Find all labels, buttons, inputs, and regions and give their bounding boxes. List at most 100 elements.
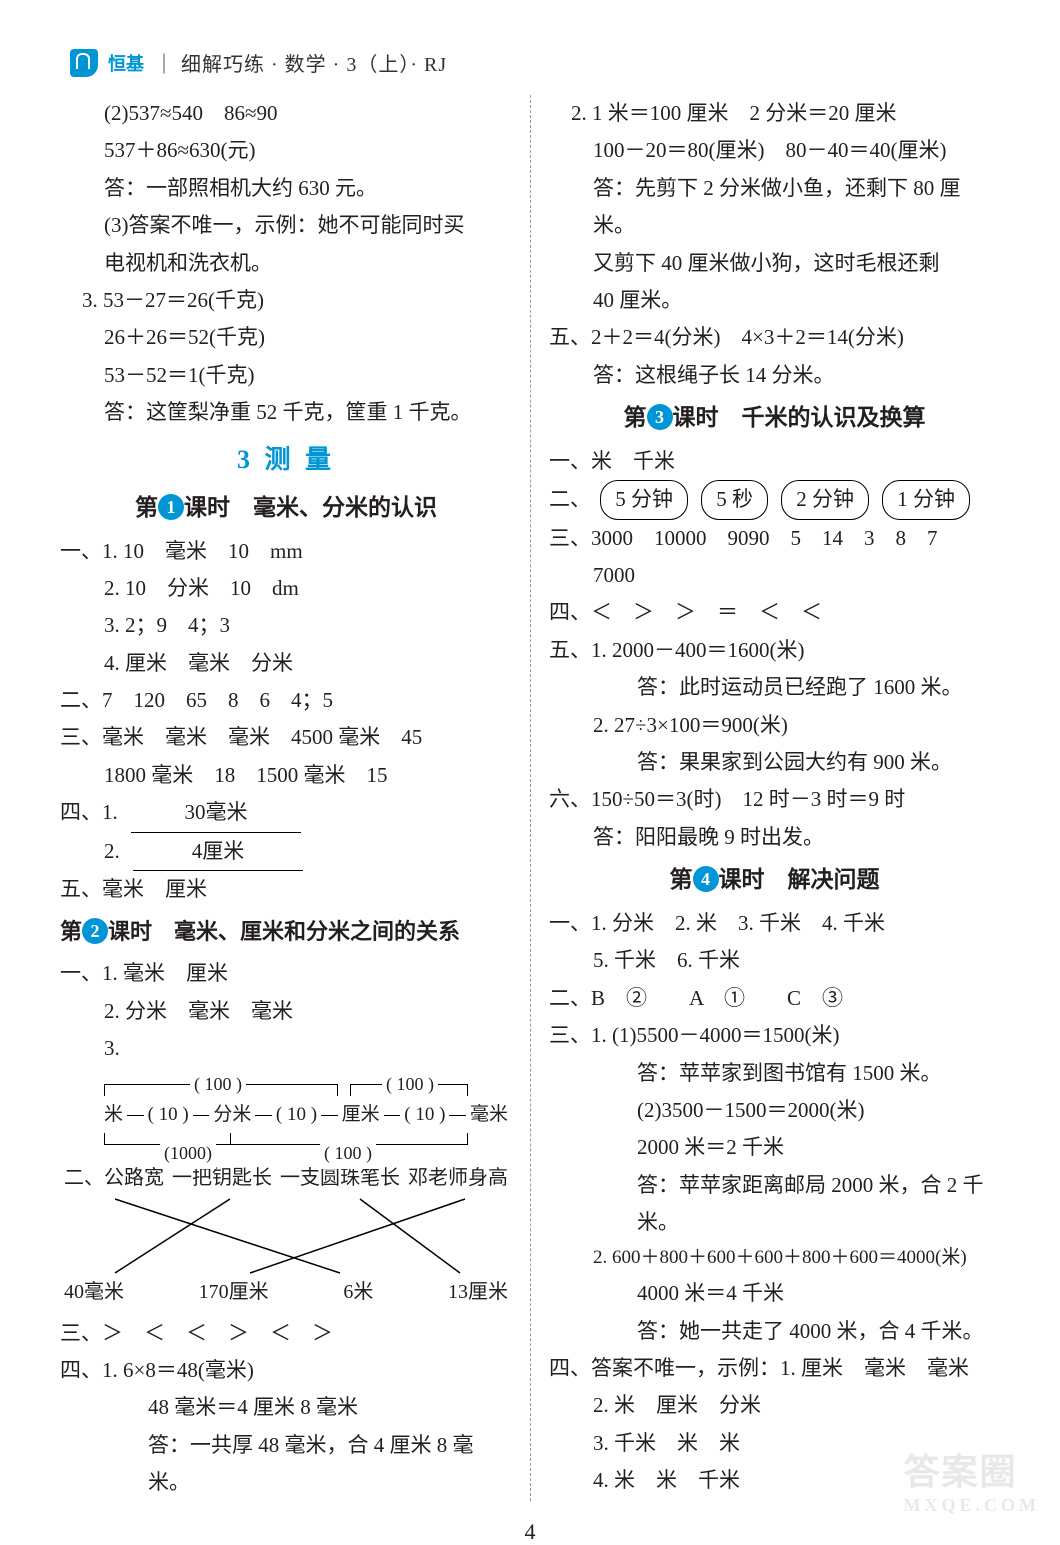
line: 答：果果家到公园大约有 900 米。 <box>549 744 1000 781</box>
bracket-label: ( 100 ) <box>320 1137 376 1169</box>
fill-blank-row: 2. 4厘米 <box>60 833 512 871</box>
line: 答：阳阳最晚 9 时出发。 <box>549 819 1000 856</box>
diagram-node: 毫米 <box>466 1098 512 1132</box>
label: 二、 <box>549 487 591 511</box>
line: 答：先剪下 2 分米做小鱼，还剩下 80 厘米。 <box>549 170 1000 245</box>
line: (3)答案不唯一，示例：她不可能同时买 <box>60 207 512 244</box>
lesson-1-title: 第1课时 毫米、分米的认识 <box>60 488 512 529</box>
line: 3. 53－27＝26(千克) <box>60 282 512 319</box>
line: 一、1. 10 毫米 10 mm <box>60 533 512 570</box>
line: 3. 2；9 4；3 <box>60 607 512 644</box>
lesson-3-title: 第3课时 千米的认识及换算 <box>549 398 1000 439</box>
label: 2. <box>104 839 120 863</box>
blank-value: 4厘米 <box>133 833 303 871</box>
lesson-post: 课时 解决问题 <box>719 867 880 892</box>
line: 六、150÷50＝3(时) 12 时－3 时＝9 时 <box>549 781 1000 818</box>
lesson-num-badge: 4 <box>693 866 719 892</box>
pill-option: 2 分钟 <box>781 480 869 519</box>
line: 53－52＝1(千克) <box>60 357 512 394</box>
blank-value: 30毫米 <box>131 794 301 832</box>
match-top: 邓老师身高 <box>408 1161 508 1197</box>
seg-label: ( 10 ) <box>400 1104 449 1125</box>
line: 四、＜ ＞ ＞ ＝ ＜ ＜ <box>549 594 1000 631</box>
line: 4000 米＝4 千米 <box>549 1275 1000 1312</box>
pill-row: 二、 5 分钟 5 秒 2 分钟 1 分钟 <box>549 480 1000 519</box>
match-bot: 6米 <box>343 1275 373 1311</box>
line: 100－20＝80(厘米) 80－40＝40(厘米) <box>549 132 1000 169</box>
bracket-label: ( 100 ) <box>382 1068 438 1100</box>
line: 5. 千米 6. 千米 <box>549 942 1000 979</box>
line: 2. 分米 毫米 毫米 <box>60 993 512 1030</box>
line: 2. 27÷3×100＝900(米) <box>549 707 1000 744</box>
pill-option: 5 分钟 <box>600 480 688 519</box>
line: 2. 1 米＝100 厘米 2 分米＝20 厘米 <box>549 95 1000 132</box>
line: 三、3000 10000 9090 5 14 3 8 7 <box>549 520 1000 557</box>
line: 电视机和洗衣机。 <box>60 245 512 282</box>
match-bot: 40毫米 <box>64 1275 124 1311</box>
diagram-node: 厘米 <box>338 1098 384 1132</box>
line: 答：这筐梨净重 52 千克，筐重 1 千克。 <box>60 394 512 431</box>
lesson-2-title: 第2课时 毫米、厘米和分米之间的关系 <box>60 912 512 951</box>
lesson-post: 课时 毫米、分米的认识 <box>184 495 437 520</box>
match-bot: 170厘米 <box>199 1275 269 1311</box>
line: 答：一共厚 48 毫米，合 4 厘米 8 毫米。 <box>60 1427 512 1502</box>
header-title: ｜ 细解巧练 · 数学 · 3（上）· RJ <box>154 48 447 77</box>
line: 2. 米 厘米 分米 <box>549 1387 1000 1424</box>
unit-diagram: ( 100 ) ( 100 ) 米 ( 10 ) 分米 ( 10 ) 厘米 ( … <box>100 1072 512 1158</box>
line: 1800 毫米 18 1500 毫米 15 <box>60 757 512 794</box>
line: 三、毫米 毫米 毫米 4500 毫米 45 <box>60 719 512 756</box>
line: 答：此时运动员已经跑了 1600 米。 <box>549 669 1000 706</box>
line: 一、1. 毫米 厘米 <box>60 955 512 992</box>
line: 二、7 120 65 8 6 4；5 <box>60 682 512 719</box>
line: 26＋26＝52(千克) <box>60 319 512 356</box>
line: 3. <box>60 1030 512 1067</box>
chapter-title: 3 测 量 <box>60 437 512 483</box>
line: 三、＞ ＜ ＜ ＞ ＜ ＞ <box>60 1315 512 1352</box>
line: 答：苹苹家到图书馆有 1500 米。 <box>549 1055 1000 1092</box>
line: 537＋86≈630(元) <box>60 132 512 169</box>
lesson-num-badge: 3 <box>647 404 673 430</box>
fill-blank-row: 四、1. 30毫米 <box>60 794 512 832</box>
match-top: 二、公路宽 <box>64 1161 164 1197</box>
line: 三、1. (1)5500－4000＝1500(米) <box>549 1017 1000 1054</box>
line: 答：一部照相机大约 630 元。 <box>60 170 512 207</box>
line: (2)537≈540 86≈90 <box>60 95 512 132</box>
line: 五、1. 2000－400＝1600(米) <box>549 632 1000 669</box>
line: 四、答案不唯一，示例：1. 厘米 毫米 毫米 <box>549 1350 1000 1387</box>
lesson-pre: 第 <box>60 919 82 944</box>
line: 7000 <box>549 557 1000 594</box>
line: (2)3500－1500＝2000(米) <box>549 1092 1000 1129</box>
line: 答：苹苹家距离邮局 2000 米，合 2 千米。 <box>549 1167 1000 1242</box>
brand-text: 恒基 <box>108 50 144 76</box>
bracket-label: (1000) <box>160 1137 216 1169</box>
diagram-node: 分米 <box>209 1098 255 1132</box>
seg-label: ( 10 ) <box>272 1104 321 1125</box>
left-column: (2)537≈540 86≈90 537＋86≈630(元) 答：一部照相机大约… <box>60 95 530 1501</box>
label: 四、1. <box>60 800 118 824</box>
right-column: 2. 1 米＝100 厘米 2 分米＝20 厘米 100－20＝80(厘米) 8… <box>530 95 1000 1501</box>
line: 40 厘米。 <box>549 282 1000 319</box>
lesson-pre: 第 <box>624 405 647 430</box>
seg-label: ( 10 ) <box>144 1104 193 1125</box>
diagram-node: 米 <box>100 1098 127 1132</box>
line: 四、1. 6×8＝48(毫米) <box>60 1352 512 1389</box>
line: 一、1. 分米 2. 米 3. 千米 4. 千米 <box>549 905 1000 942</box>
lesson-pre: 第 <box>135 495 158 520</box>
line: 2000 米＝2 千米 <box>549 1129 1000 1166</box>
lesson-num-badge: 1 <box>158 494 184 520</box>
content-area: (2)537≈540 86≈90 537＋86≈630(元) 答：一部照相机大约… <box>0 85 1060 1511</box>
line: 又剪下 40 厘米做小狗，这时毛根还剩 <box>549 245 1000 282</box>
lesson-pre: 第 <box>670 867 693 892</box>
line: 答：这根绳子长 14 分米。 <box>549 357 1000 394</box>
line: 答：她一共走了 4000 米，合 4 千米。 <box>549 1313 1000 1350</box>
bracket-label: ( 100 ) <box>190 1068 246 1100</box>
line: 4. 米 米 千米 <box>549 1462 1000 1499</box>
lesson-num-badge: 2 <box>82 918 108 944</box>
line: 2. 600＋800＋600＋600＋800＋600＝4000(米) <box>549 1241 1000 1275</box>
page-header: 恒基 ｜ 细解巧练 · 数学 · 3（上）· RJ <box>0 0 1060 85</box>
lesson-4-title: 第4课时 解决问题 <box>549 860 1000 901</box>
match-lines-svg <box>60 1197 500 1275</box>
pill-option: 5 秒 <box>701 480 768 519</box>
line: 4. 厘米 毫米 分米 <box>60 645 512 682</box>
line: 一、米 千米 <box>549 443 1000 480</box>
